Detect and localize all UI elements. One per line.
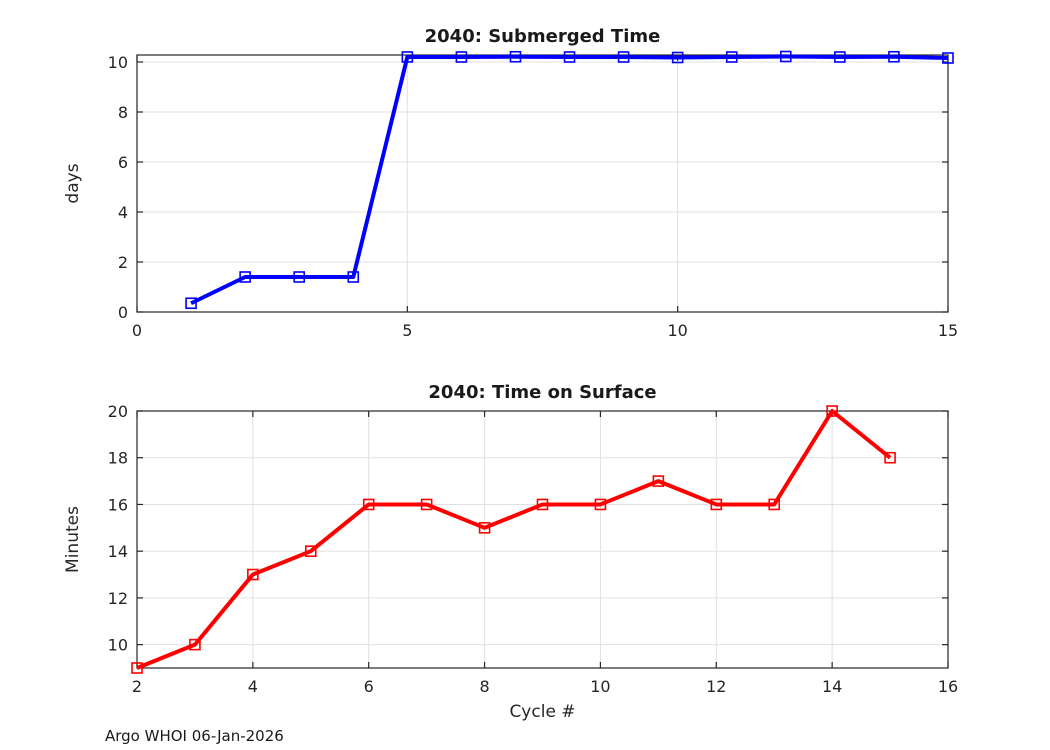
y-tick-label: 16 <box>108 495 128 514</box>
y-tick-label: 8 <box>118 103 128 122</box>
y-axis-label: days <box>63 163 83 203</box>
time-on-surface-marker <box>478 522 491 534</box>
x-tick-label: 16 <box>938 677 958 696</box>
plot-border <box>136 410 949 669</box>
x-tick-label: 5 <box>402 321 412 340</box>
submerged-time-marker <box>185 297 197 310</box>
footer-credit: Argo WHOI 06-Jan-2026 <box>105 727 284 745</box>
time-on-surface-marker <box>304 545 317 557</box>
submerged-time-marker <box>239 271 251 283</box>
submerged-time-marker <box>509 50 522 63</box>
x-tick-label: 4 <box>248 677 258 696</box>
submerged-time-marker <box>617 51 630 63</box>
x-tick-label: 14 <box>822 677 842 696</box>
submerged-time-marker <box>779 50 792 63</box>
submerged-time-marker <box>401 51 414 63</box>
time-on-surface-marker <box>131 662 143 674</box>
x-tick-label: 12 <box>706 677 726 696</box>
time-on-surface-marker <box>362 498 375 511</box>
time-on-surface-chart: 2 4 6 8 10 12 14 16 10 12 14 16 18 20 2040: Time on Su… <box>63 382 958 722</box>
x-tick-label: 15 <box>938 321 958 340</box>
y-tick-label: 10 <box>108 53 128 72</box>
y-axis-label: Minutes <box>63 506 83 573</box>
time-on-surface-marker <box>652 475 665 487</box>
submerged-time-marker <box>293 271 306 283</box>
x-tick-label: 0 <box>132 321 142 340</box>
y-tick-label: 12 <box>108 589 128 608</box>
submerged-time-line <box>190 54 949 306</box>
submerged-time-marker <box>942 52 954 64</box>
time-on-surface-marker <box>536 498 549 511</box>
submerged-time-marker <box>347 271 360 283</box>
time-on-surface-marker <box>247 568 259 581</box>
submerged-time-marker <box>725 51 738 63</box>
submerged-time-marker <box>888 50 900 63</box>
plot-border <box>136 54 949 313</box>
y-tick-label: 18 <box>108 449 128 468</box>
time-on-surface-marker <box>884 451 896 464</box>
submerged-time-marker <box>834 51 846 63</box>
time-on-surface-marker <box>710 498 723 511</box>
time-on-surface-marker <box>826 405 838 417</box>
x-tick-label: 2 <box>132 677 142 696</box>
submerged-time-marker <box>455 51 468 63</box>
y-tick-label: 2 <box>118 253 128 272</box>
x-axis-label: Cycle # <box>509 702 575 722</box>
chart-title: 2040: Submerged Time <box>425 26 661 47</box>
time-on-surface-marker <box>189 638 201 651</box>
submerged-time-marker <box>563 51 576 63</box>
y-tick-label: 14 <box>108 542 128 561</box>
chart-title: 2040: Time on Surface <box>428 382 656 403</box>
time-on-surface-line <box>136 409 892 670</box>
y-tick-label: 20 <box>108 402 128 421</box>
y-tick-label: 0 <box>118 303 128 322</box>
x-tick-label: 10 <box>667 321 687 340</box>
time-on-surface-marker <box>594 498 607 511</box>
y-tick-label: 4 <box>118 203 128 222</box>
x-tick-label: 10 <box>590 677 610 696</box>
submerged-time-chart: 0 5 10 15 0 2 4 6 8 10 2040: Submerged Time days <box>63 26 958 340</box>
y-tick-label: 6 <box>118 153 128 172</box>
x-tick-label: 8 <box>479 677 489 696</box>
time-on-surface-marker <box>420 498 433 511</box>
y-tick-label: 10 <box>108 636 128 655</box>
submerged-time-marker <box>671 51 684 64</box>
x-tick-label: 6 <box>364 677 374 696</box>
time-on-surface-marker <box>768 498 781 511</box>
